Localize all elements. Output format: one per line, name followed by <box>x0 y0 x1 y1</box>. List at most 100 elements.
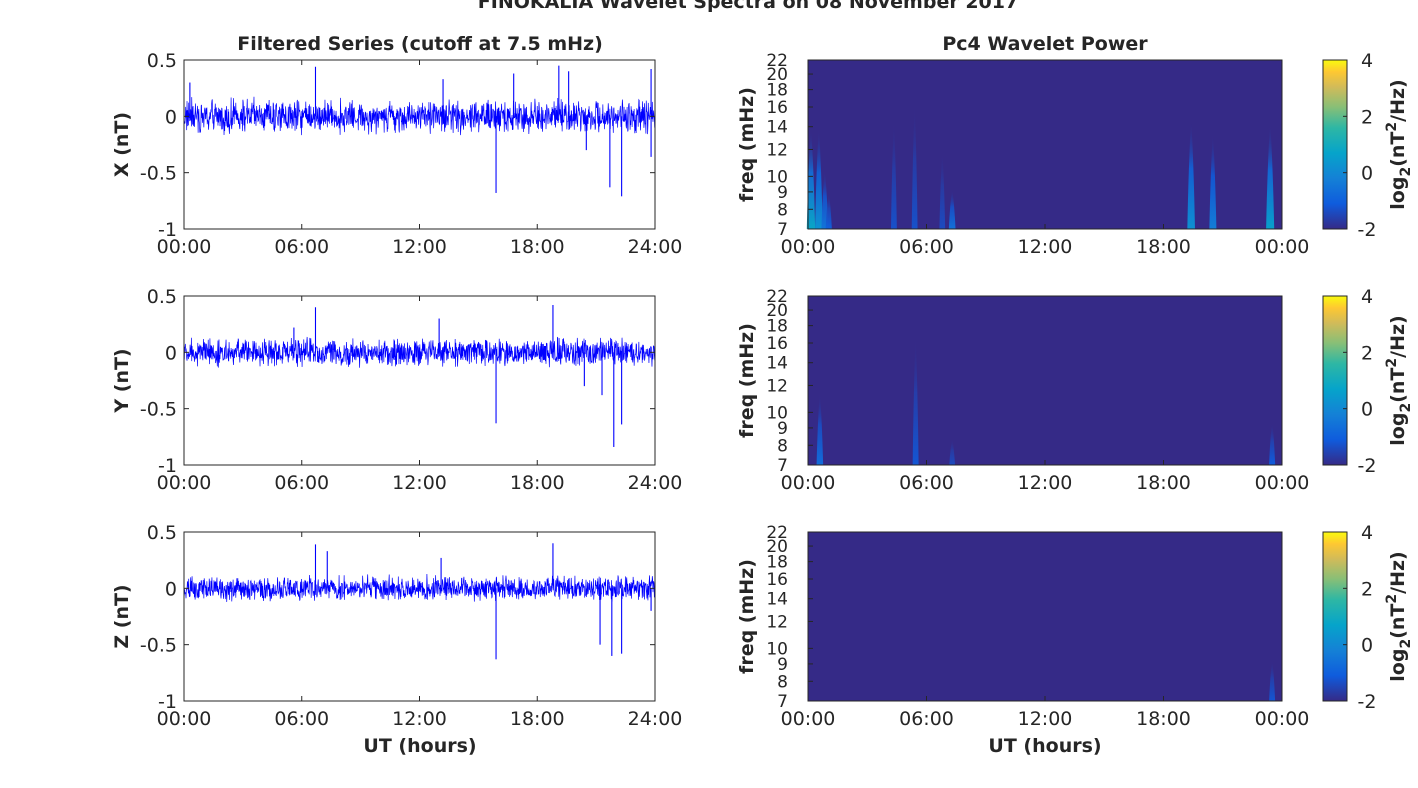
wavelet-x-burst-5 <box>911 102 918 229</box>
wavelet-y-xtick-4: 00:00 <box>1255 472 1310 494</box>
wavelet-x-panel: 00:00 06:00 12:00 18:00 00:00222018161412109… <box>736 50 1414 258</box>
wavelet-y-ytick-5: 12 <box>766 376 788 396</box>
series-y-plot-area <box>184 296 655 465</box>
left-column-title: Filtered Series (cutoff at 7.5 mHz) <box>237 33 603 55</box>
wavelet-x-cbar-tick-3: -2 <box>1358 219 1377 241</box>
series-y-xtick-3: 18:00 <box>510 472 565 494</box>
series-z-xtick-3: 18:00 <box>510 708 565 730</box>
wavelet-x-burst-6 <box>939 149 946 229</box>
figure-suptitle: FINOKALIA Wavelet Spectra on 08 November… <box>478 0 1018 13</box>
wavelet-z-ylabel: freq (mHz) <box>736 559 758 674</box>
wavelet-z-background <box>808 532 1282 701</box>
series-z-xtick-1: 06:00 <box>274 708 329 730</box>
wavelet-y-ytick-8: 8 <box>777 436 788 456</box>
wavelet-z-ytick-5: 12 <box>766 612 788 632</box>
wavelet-x-xtick-3: 18:00 <box>1136 236 1191 258</box>
wavelet-y-ytick-3: 16 <box>766 334 788 354</box>
wavelet-x-burst-3 <box>825 191 832 229</box>
wavelet-y-xtick-1: 06:00 <box>899 472 954 494</box>
wavelet-z-ytick-9: 7 <box>777 692 788 712</box>
series-x-xtick-0: 00:00 <box>157 236 212 258</box>
series-z-ytick-1: 0 <box>165 578 177 600</box>
left-xlabel: UT (hours) <box>363 735 476 757</box>
wavelet-y-colorbar-box <box>1322 295 1348 466</box>
wavelet-x-colorbar-label: log2(nT2/Hz) <box>1384 79 1414 209</box>
wavelet-z-ytick-8: 8 <box>777 672 788 692</box>
wavelet-y-xtick-2: 12:00 <box>1018 472 1073 494</box>
wavelet-x-ytick-9: 7 <box>777 220 788 240</box>
wavelet-y-burst-3 <box>1269 421 1276 465</box>
series-x-plot-area <box>184 60 655 229</box>
wavelet-y-background <box>808 296 1282 465</box>
wavelet-y-ytick-6: 10 <box>766 403 788 423</box>
series-z-xtick-4: 24:00 <box>628 708 683 730</box>
wavelet-x-cbar-tick-2: 0 <box>1361 163 1373 185</box>
series-z-ytick-2: -0.5 <box>140 635 177 657</box>
wavelet-x-ytick-7: 9 <box>777 183 788 203</box>
series-y-panel: 00:00 06:00 12:00 18:00 24:00 0.5 0 -0.5 -1 Y (nT… <box>111 286 682 494</box>
wavelet-z-colorbar-box <box>1322 531 1348 702</box>
series-y-ytick-3: -1 <box>158 455 177 477</box>
series-y-xtick-2: 12:00 <box>392 472 447 494</box>
wavelet-y-ytick-7: 9 <box>777 419 788 439</box>
wavelet-z-cbar-tick-3: -2 <box>1358 691 1377 713</box>
series-z-ytick-3: -1 <box>158 691 177 713</box>
wavelet-x-cbar-tick-0: 4 <box>1361 50 1373 72</box>
wavelet-y-ylabel: freq (mHz) <box>736 323 758 438</box>
series-y-xtick-4: 24:00 <box>628 472 683 494</box>
wavelet-z-ytick-4: 14 <box>766 590 788 610</box>
wavelet-y-colorbar-label: log2(nT2/Hz) <box>1384 315 1414 445</box>
wavelet-y-ytick-0: 22 <box>766 287 788 307</box>
wavelet-x-ytick-1: 20 <box>766 65 788 85</box>
series-z-panel: 00:00 06:00 12:00 18:00 24:00 0.5 0 -0.5 -1 Z (nT… <box>111 522 682 730</box>
series-z-xtick-0: 00:00 <box>157 708 212 730</box>
wavelet-x-ytick-8: 8 <box>777 200 788 220</box>
series-x-ytick-3: -1 <box>158 219 177 241</box>
wavelet-x-burst-4 <box>890 118 897 229</box>
wavelet-y-ytick-4: 14 <box>766 354 788 374</box>
wavelet-z-ytick-7: 9 <box>777 655 788 675</box>
series-z-plot-area <box>184 532 655 701</box>
series-x-ylabel: X (nT) <box>111 112 133 177</box>
wavelet-z-panel: 00:00 06:00 12:00 18:00 00:00222018161412109… <box>736 522 1414 730</box>
series-x-ytick-2: -0.5 <box>140 163 177 185</box>
wavelet-z-xtick-2: 12:00 <box>1018 708 1073 730</box>
wavelet-x-background <box>808 60 1282 229</box>
wavelet-y-ytick-9: 7 <box>777 456 788 476</box>
right-xlabel: UT (hours) <box>988 735 1101 757</box>
wavelet-z-ytick-2: 18 <box>766 553 788 573</box>
wavelet-y-cbar-tick-3: -2 <box>1358 455 1377 477</box>
wavelet-y-xtick-3: 18:00 <box>1136 472 1191 494</box>
wavelet-x-ytick-2: 18 <box>766 81 788 101</box>
wavelet-y-cbar-tick-0: 4 <box>1361 286 1373 308</box>
series-y-xtick-1: 06:00 <box>274 472 329 494</box>
wavelet-y-burst-2 <box>949 438 956 465</box>
wavelet-x-colorbar-box <box>1322 59 1348 230</box>
wavelet-y-ytick-1: 20 <box>766 301 788 321</box>
wavelet-x-xtick-4: 00:00 <box>1255 236 1310 258</box>
series-x-ytick-1: 0 <box>165 106 177 128</box>
wavelet-y-cbar-tick-2: 0 <box>1361 399 1373 421</box>
series-x-panel: 00:00 06:00 12:00 18:00 24:00 0.5 0 -0.5 -1 X (nT… <box>111 50 682 258</box>
series-x-xtick-2: 12:00 <box>392 236 447 258</box>
wavelet-z-xtick-3: 18:00 <box>1136 708 1191 730</box>
series-y-ylabel: Y (nT) <box>111 348 133 413</box>
wavelet-z-ytick-1: 20 <box>766 537 788 557</box>
series-z-ylabel: Z (nT) <box>111 584 133 648</box>
wavelet-x-ytick-4: 14 <box>766 118 788 138</box>
wavelet-x-ylabel: freq (mHz) <box>736 87 758 202</box>
wavelet-z-xtick-4: 00:00 <box>1255 708 1310 730</box>
wavelet-x-ytick-0: 22 <box>766 51 788 71</box>
series-x-trace <box>183 96 656 136</box>
wavelet-x-burst-7 <box>948 188 956 229</box>
wavelet-z-ytick-6: 10 <box>766 639 788 659</box>
series-y-xtick-0: 00:00 <box>157 472 212 494</box>
series-y-ytick-0: 0.5 <box>147 286 177 308</box>
series-x-xtick-3: 18:00 <box>510 236 565 258</box>
wavelet-y-xtick-0: 00:00 <box>781 472 836 494</box>
wavelet-x-xtick-1: 06:00 <box>899 236 954 258</box>
panels: 00:00 06:00 12:00 18:00 24:00 0.5 0 -0.5 -1 X (nT… <box>111 50 1414 730</box>
wavelet-x-ytick-6: 10 <box>766 167 788 187</box>
wavelet-x-burst-9 <box>1209 132 1217 229</box>
wavelet-x-burst-0 <box>806 126 816 229</box>
